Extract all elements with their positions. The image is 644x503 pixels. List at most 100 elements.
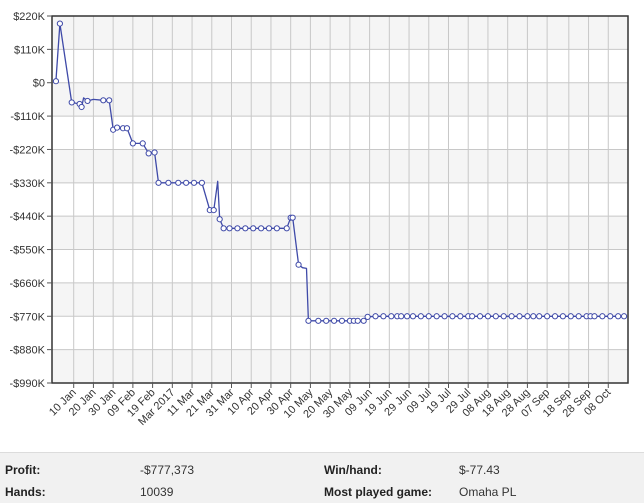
data-point [145, 150, 152, 157]
data-point [360, 317, 367, 324]
data-point [52, 78, 60, 85]
plot-bands [52, 16, 628, 383]
plot-frame [51, 15, 629, 384]
data-point [100, 97, 107, 104]
data-point [441, 313, 448, 320]
data-point [84, 97, 91, 105]
data-point [257, 225, 265, 232]
y-tick-label: $0 [33, 78, 45, 90]
y-tick-label: -$770K [10, 311, 46, 323]
data-point [175, 179, 182, 186]
data-point [508, 313, 515, 320]
plot-background [52, 16, 628, 383]
data-point [500, 313, 507, 320]
y-tick-label: -$550K [10, 245, 46, 257]
stats-panel: Profit: -$777,373 Win/hand: $-77.43 Hand… [0, 452, 644, 503]
most-played-value: Omaha PL [459, 485, 517, 499]
data-point [210, 207, 217, 214]
win-hand-value: $-77.43 [459, 463, 500, 477]
data-point [484, 313, 492, 320]
plot-band [52, 349, 628, 383]
data-point [198, 179, 206, 186]
data-point [216, 216, 223, 223]
y-tick-label: -$880K [10, 345, 46, 357]
y-axis-ticks: $220K $110K $0 -$110K -$220K -$330K -$440K -$55… [10, 11, 52, 390]
marker-layer [52, 20, 628, 324]
data-point [476, 313, 484, 320]
y-tick-label: -$440K [10, 211, 46, 223]
data-point [354, 317, 361, 324]
plot-band [52, 216, 628, 250]
data-point [530, 313, 537, 320]
data-point [575, 313, 582, 320]
data-point [372, 313, 379, 320]
data-point [559, 313, 567, 320]
data-point [492, 313, 499, 320]
profit-label: Profit: [5, 463, 41, 477]
data-point [129, 140, 136, 147]
data-point [155, 179, 162, 186]
data-point [68, 99, 75, 106]
data-point [449, 313, 456, 320]
data-point [56, 20, 63, 27]
data-point [615, 313, 622, 320]
data-point [330, 317, 338, 324]
data-point [516, 313, 523, 320]
data-point [398, 313, 405, 320]
data-point [273, 225, 280, 232]
data-point [305, 317, 312, 324]
data-point [106, 97, 113, 104]
plot-band [52, 82, 628, 117]
data-point [183, 179, 190, 186]
data-point [457, 313, 464, 320]
most-played-label: Most played game: [324, 485, 433, 499]
data-point [417, 313, 424, 320]
data-point [433, 313, 440, 320]
plot-band [52, 16, 628, 50]
profit-chart-svg: $220K $110K $0 -$110K -$220K -$330K -$440K -$55… [10, 11, 629, 428]
data-point [283, 225, 290, 232]
data-point [220, 225, 227, 232]
data-point [250, 225, 257, 232]
y-tick-label: -$110K [10, 111, 45, 123]
y-tick-label: -$990K [10, 378, 46, 390]
data-point [567, 313, 574, 320]
data-point [139, 140, 146, 147]
y-tick-label: -$330K [10, 178, 46, 190]
data-point [113, 124, 121, 131]
y-tick-label: -$660K [10, 278, 46, 290]
data-point [364, 313, 371, 320]
win-hand-label: Win/hand: [324, 463, 382, 477]
data-point [78, 103, 85, 111]
data-point [289, 214, 296, 221]
hands-value: 10039 [140, 485, 174, 499]
data-point [123, 125, 131, 132]
y-tick-label: $220K [13, 11, 45, 23]
plot-band [52, 149, 628, 183]
data-point [388, 313, 395, 320]
data-point [338, 317, 346, 324]
data-point [165, 179, 172, 186]
data-point [315, 317, 322, 324]
y-tick-label: $110K [14, 44, 46, 56]
data-point [323, 317, 330, 324]
data-point [599, 313, 606, 320]
data-point [295, 261, 302, 268]
data-point [591, 313, 598, 320]
y-tick-label: -$220K [10, 144, 46, 156]
data-point [524, 313, 531, 320]
plot-band [52, 282, 628, 317]
series-layer [55, 22, 625, 322]
data-point [620, 313, 628, 320]
profit-value: -$777,373 [140, 463, 195, 477]
data-point [234, 225, 241, 232]
hands-label: Hands: [5, 485, 46, 499]
data-point [607, 313, 614, 320]
data-point [551, 313, 559, 320]
data-point [536, 313, 543, 320]
vertical-gridlines [73, 16, 609, 383]
profit-chart: $220K $110K $0 -$110K -$220K -$330K -$440K -$55… [10, 11, 629, 428]
data-point [403, 313, 411, 320]
data-point [425, 313, 432, 320]
